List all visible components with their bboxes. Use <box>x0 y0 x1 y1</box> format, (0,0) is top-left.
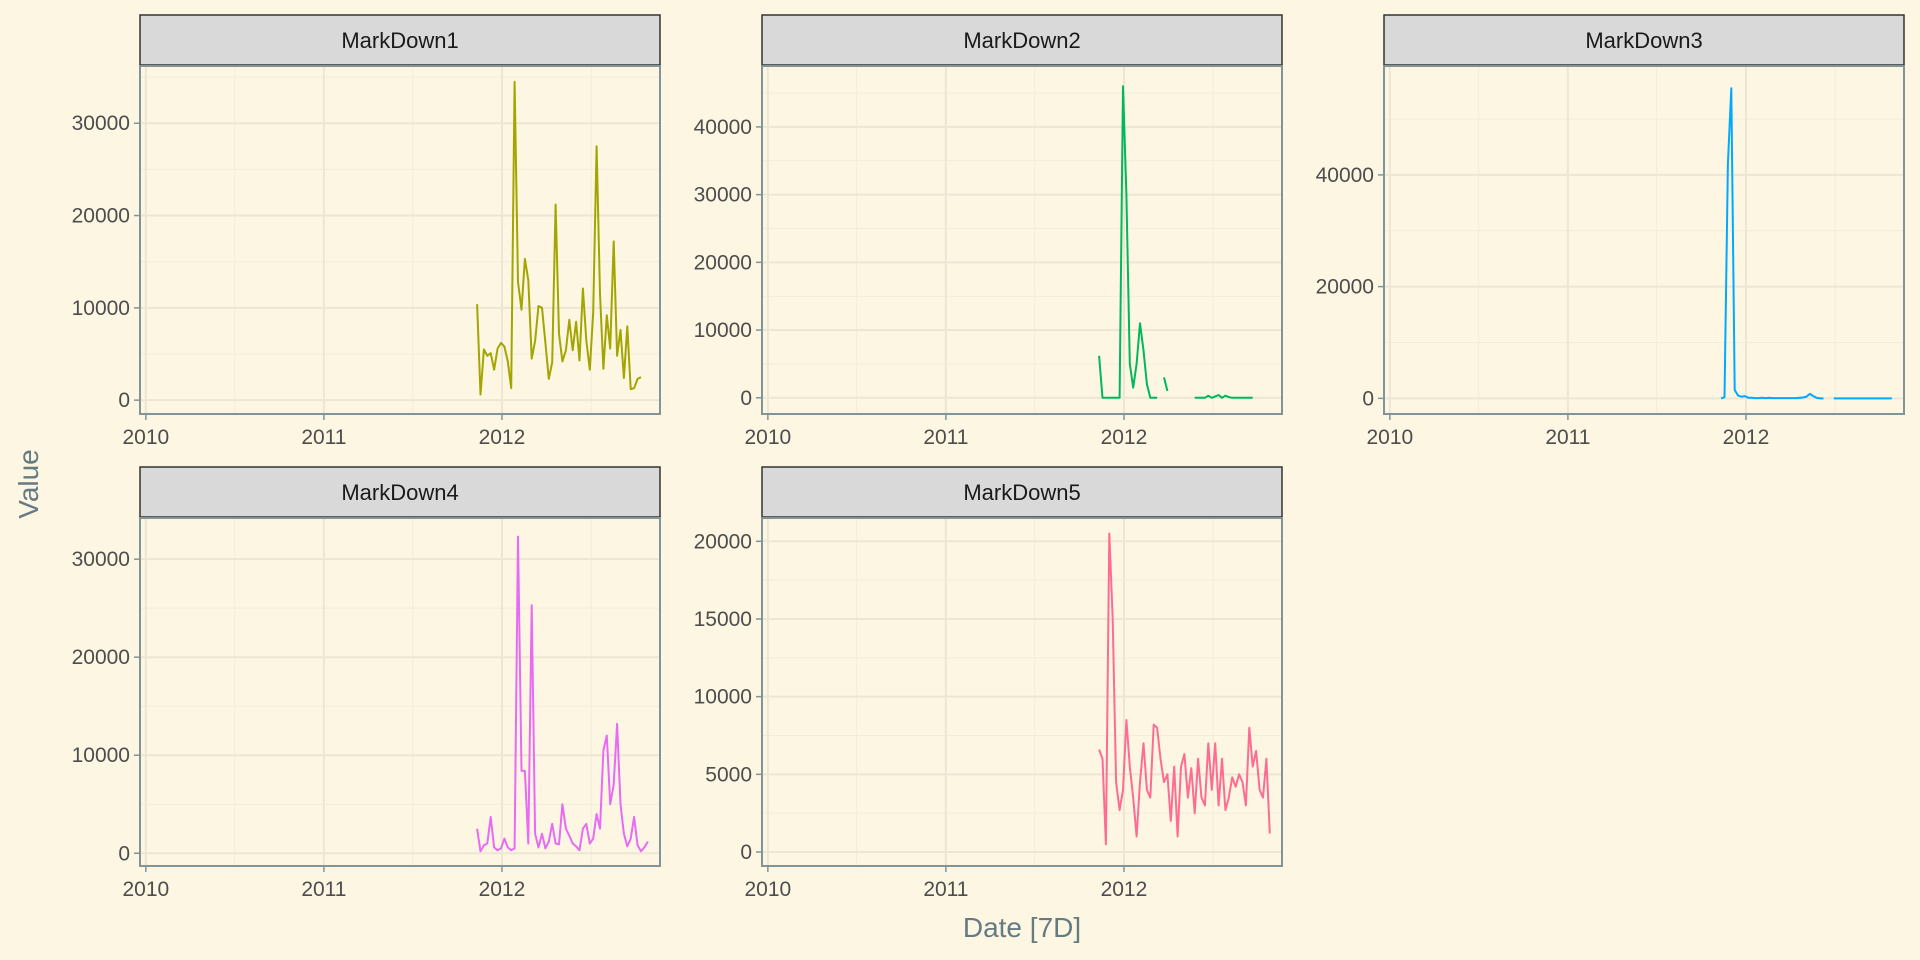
facet-markdown2: MarkDown2 0 10000 20000 30000 40000 2010 2011 20… <box>694 14 1283 449</box>
y-tick-label: 20000 <box>72 646 130 669</box>
y-tick-label: 30000 <box>72 548 130 571</box>
facet-title: MarkDown2 <box>963 28 1080 53</box>
x-tick-label: 2011 <box>301 878 346 901</box>
x-tick-label: 2012 <box>1101 878 1148 901</box>
facet-strip <box>1383 14 1905 66</box>
series-line-markdown1 <box>476 80 642 396</box>
x-tick-label: 2011 <box>923 878 968 901</box>
facet-strip <box>761 14 1283 66</box>
y-tick-label: 30000 <box>72 112 130 135</box>
facet-strip <box>139 14 661 66</box>
y-tick-label: 10000 <box>694 686 752 709</box>
facet-title: MarkDown3 <box>1585 28 1702 53</box>
y-tick-label: 20000 <box>694 530 752 553</box>
panel-border <box>139 65 661 415</box>
series-line-markdown4 <box>476 535 649 853</box>
x-tick-label: 2011 <box>1545 426 1590 449</box>
facet-markdown5: MarkDown5 0 5000 10000 15000 20000 2010 2011 201… <box>694 466 1283 901</box>
y-tick-label: 40000 <box>1316 164 1374 187</box>
x-tick-label: 2012 <box>479 426 526 449</box>
y-tick-label: 40000 <box>694 116 752 139</box>
series-line-markdown5 <box>1098 532 1271 846</box>
y-tick-label: 0 <box>740 841 752 864</box>
facet-strip <box>139 466 661 518</box>
x-tick-label: 2010 <box>122 878 169 901</box>
series-line-markdown3 <box>1720 87 1892 400</box>
y-tick-label: 10000 <box>694 319 752 342</box>
facet-strip <box>761 466 1283 518</box>
y-tick-label: 0 <box>740 387 752 410</box>
x-tick-label: 2010 <box>744 878 791 901</box>
y-tick-label: 10000 <box>72 744 130 767</box>
x-tick-label: 2010 <box>744 426 791 449</box>
y-tick-label: 10000 <box>72 297 130 320</box>
y-tick-label: 20000 <box>72 205 130 228</box>
x-tick-label: 2011 <box>923 426 968 449</box>
y-tick-label: 0 <box>1362 387 1374 410</box>
x-axis-title: Date [7D] <box>963 912 1081 943</box>
panel-border <box>139 517 661 867</box>
y-axis-title: Value <box>13 449 44 519</box>
facet-markdown4: MarkDown4 0 10000 20000 30000 2010 2011 2012 <box>72 466 661 901</box>
y-tick-label: 0 <box>118 389 130 412</box>
x-tick-label: 2012 <box>479 878 526 901</box>
facet-title: MarkDown5 <box>963 480 1080 505</box>
x-tick-label: 2010 <box>1366 426 1413 449</box>
y-tick-label: 15000 <box>694 608 752 631</box>
series-line-markdown2 <box>1098 85 1253 399</box>
x-tick-label: 2010 <box>122 426 169 449</box>
panel-border <box>761 65 1283 415</box>
facet-title: MarkDown1 <box>341 28 458 53</box>
y-tick-label: 20000 <box>694 251 752 274</box>
panel-border <box>1383 65 1905 415</box>
y-tick-label: 0 <box>118 842 130 865</box>
facet-markdown3: MarkDown3 0 20000 40000 2010 2011 2012 <box>1316 14 1905 449</box>
y-tick-label: 30000 <box>694 184 752 207</box>
y-tick-label: 5000 <box>705 763 752 786</box>
facet-markdown1: MarkDown1 0 10000 20000 30000 2010 2011 2012 <box>72 14 661 449</box>
x-tick-label: 2011 <box>301 426 346 449</box>
y-tick-label: 20000 <box>1316 276 1374 299</box>
panel-border <box>761 517 1283 867</box>
facet-title: MarkDown4 <box>341 480 458 505</box>
x-tick-label: 2012 <box>1723 426 1770 449</box>
x-tick-label: 2012 <box>1101 426 1148 449</box>
